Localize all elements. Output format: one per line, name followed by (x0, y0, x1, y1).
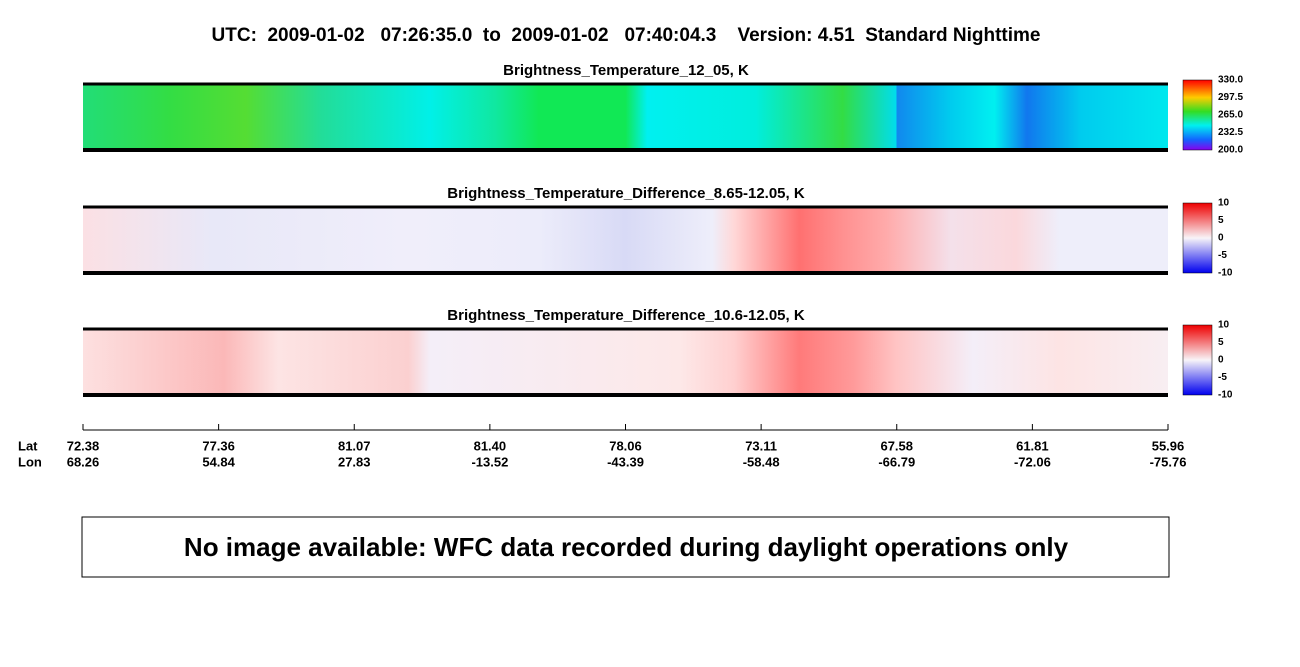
colorbar-tick-label: 330.0 (1218, 75, 1243, 86)
panel-title: Brightness_Temperature_Difference_8.65-1… (447, 185, 805, 202)
lat-tick-label: 81.07 (338, 438, 371, 453)
panel-title: Brightness_Temperature_Difference_10.6-1… (447, 307, 805, 324)
lon-tick-label: 27.83 (338, 454, 371, 469)
lat-tick-label: 72.38 (67, 438, 100, 453)
lon-tick-label: -66.79 (878, 454, 915, 469)
message-box (81, 516, 1170, 578)
colorbar-tick-label: 0 (1218, 233, 1224, 244)
lon-tick-label: -13.52 (471, 454, 508, 469)
lat-tick-label: 61.81 (1016, 438, 1049, 453)
colorbar-tick-label: 10 (1218, 320, 1230, 331)
colorbar (1182, 202, 1213, 274)
lon-tick-label: 68.26 (67, 454, 100, 469)
image-strip (83, 329, 1168, 395)
panel-title: Brightness_Temperature_12_05, K (503, 62, 749, 79)
lat-tick-label: 81.40 (474, 438, 507, 453)
colorbar-tick-label: 297.5 (1218, 92, 1243, 103)
panel: Brightness_Temperature_Difference_10.6-1… (83, 307, 1233, 401)
colorbar-tick-label: -5 (1218, 372, 1227, 383)
colorbar-tick-label: 232.5 (1218, 127, 1243, 138)
page-title: UTC: 2009-01-02 07:26:35.0 to 2009-01-02… (212, 25, 1041, 46)
lon-tick-label: -75.76 (1150, 454, 1187, 469)
panel: Brightness_Temperature_12_05, K 330.0 297.… (83, 62, 1243, 156)
lon-tick-label: -43.39 (607, 454, 644, 469)
colorbar-tick-label: -10 (1218, 268, 1233, 279)
image-strip (83, 207, 1168, 273)
colorbar-tick-label: 0 (1218, 355, 1224, 366)
lat-label: Lat (18, 438, 38, 453)
lon-tick-label: 54.84 (202, 454, 235, 469)
panel: Brightness_Temperature_Difference_8.65-1… (83, 185, 1233, 279)
colorbar-tick-label: 10 (1218, 198, 1230, 209)
colorbar-tick-label: 5 (1218, 215, 1224, 226)
lon-tick-label: -58.48 (743, 454, 780, 469)
colorbar-tick-label: 5 (1218, 337, 1224, 348)
panels: Brightness_Temperature_12_05, K 330.0 297.… (83, 62, 1243, 401)
lon-tick-label: -72.06 (1014, 454, 1051, 469)
lon-label: Lon (18, 454, 42, 469)
lat-tick-label: 67.58 (880, 438, 913, 453)
image-strip (83, 84, 1168, 150)
lat-tick-label: 78.06 (609, 438, 642, 453)
message: No image available: WFC data recorded du… (184, 532, 1069, 562)
lat-tick-label: 55.96 (1152, 438, 1185, 453)
lat-tick-label: 77.36 (202, 438, 235, 453)
colorbar-tick-label: -5 (1218, 250, 1227, 261)
colorbar (1182, 79, 1213, 151)
lat-tick-label: 73.11 (745, 438, 777, 453)
colorbar-tick-label: 200.0 (1218, 145, 1243, 156)
colorbar-tick-label: 265.0 (1218, 110, 1243, 121)
colorbar-tick-label: -10 (1218, 390, 1233, 401)
colorbar (1182, 324, 1213, 396)
